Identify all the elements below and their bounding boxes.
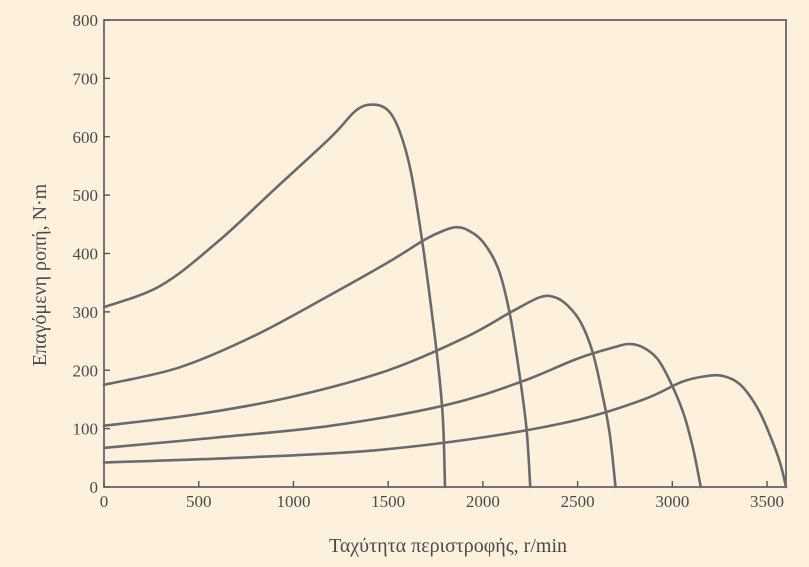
y-tick-label: 200 [73,361,99,380]
y-tick-label: 600 [73,128,99,147]
x-tick-label: 1500 [371,492,405,511]
y-tick-label: 800 [73,11,99,30]
y-tick-label: 700 [73,69,99,88]
torque-curve-4 [102,342,703,489]
y-tick-label: 300 [73,303,99,322]
y-tick-label: 100 [73,420,99,439]
x-tick-label: 0 [100,492,109,511]
x-tick-label: 500 [186,492,212,511]
ticks: 0 500 1000 1500 2000 2500 3000 3500 0 100 200 300 40… [73,11,785,511]
x-tick-label: 1000 [276,492,310,511]
y-axis-label: Επαγόμενη ροπή, N·m [29,183,51,366]
torque-curve-5 [102,373,788,489]
y-tick-label: 0 [90,478,99,497]
x-tick-label: 3000 [655,492,689,511]
y-tick-label: 500 [73,186,99,205]
x-tick-label: 3500 [750,492,784,511]
torque-curve-2 [102,225,532,489]
curves [102,103,788,489]
torque-curve-3 [102,294,617,489]
x-tick-label: 2000 [466,492,500,511]
torque-curve-1 [102,103,447,489]
x-tick-label: 2500 [561,492,595,511]
y-tick-label: 400 [73,245,99,264]
x-axis-label: Ταχύτητα περιστροφής, r/min [329,535,567,557]
